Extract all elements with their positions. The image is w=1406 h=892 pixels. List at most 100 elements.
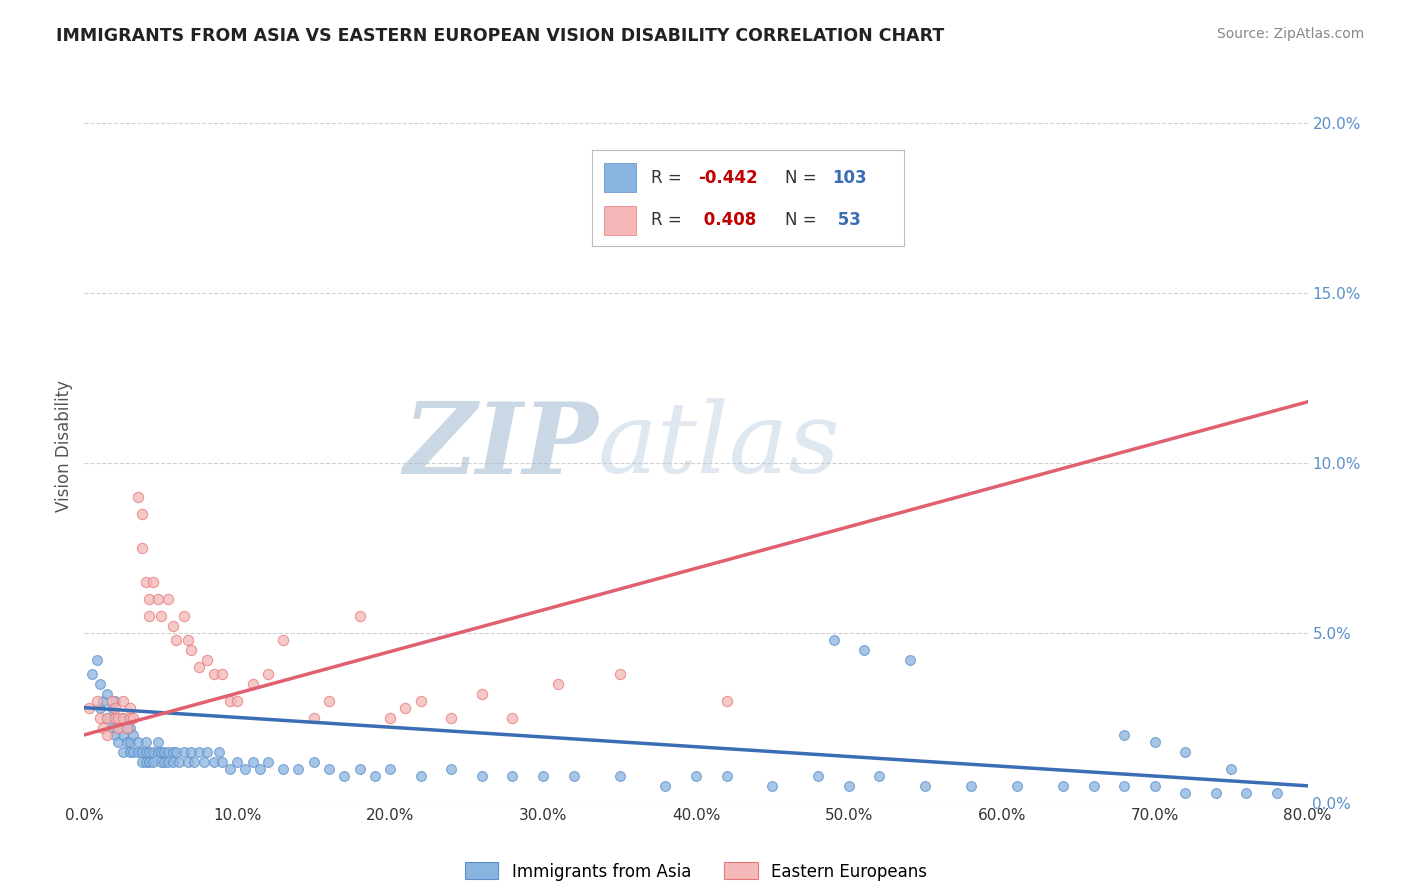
Point xyxy=(96,728,118,742)
Point xyxy=(502,769,524,783)
Point xyxy=(115,734,138,748)
Point xyxy=(89,711,111,725)
Point xyxy=(1234,786,1257,800)
Text: N =: N = xyxy=(786,211,823,229)
Point xyxy=(1143,734,1166,748)
Point xyxy=(547,677,569,691)
Point xyxy=(177,755,200,769)
Point xyxy=(115,721,138,735)
Text: R =: R = xyxy=(651,169,688,186)
Point xyxy=(127,745,149,759)
Text: 0.408: 0.408 xyxy=(697,211,756,229)
Point xyxy=(162,745,184,759)
Point xyxy=(153,745,176,759)
Point xyxy=(807,769,830,783)
Point xyxy=(111,694,134,708)
Point xyxy=(165,632,187,647)
Point xyxy=(120,711,142,725)
Point xyxy=(86,653,108,667)
Point xyxy=(180,643,202,657)
Point xyxy=(409,769,432,783)
Point xyxy=(761,779,783,793)
Point xyxy=(107,734,129,748)
Point xyxy=(111,728,134,742)
Point xyxy=(111,711,134,725)
Point xyxy=(823,632,845,647)
Point xyxy=(914,779,936,793)
Legend: Immigrants from Asia, Eastern Europeans: Immigrants from Asia, Eastern Europeans xyxy=(458,855,934,888)
Point xyxy=(101,694,124,708)
Point xyxy=(193,755,215,769)
Point xyxy=(104,700,127,714)
Point xyxy=(226,694,249,708)
Point xyxy=(80,666,103,681)
Point xyxy=(1205,786,1227,800)
Point xyxy=(716,694,738,708)
Bar xyxy=(605,206,636,235)
Point xyxy=(135,745,157,759)
Point xyxy=(138,591,160,606)
Point xyxy=(287,762,309,776)
Point xyxy=(242,677,264,691)
Point xyxy=(188,660,211,674)
Point xyxy=(157,745,180,759)
Text: IMMIGRANTS FROM ASIA VS EASTERN EUROPEAN VISION DISABILITY CORRELATION CHART: IMMIGRANTS FROM ASIA VS EASTERN EUROPEAN… xyxy=(56,27,945,45)
Point xyxy=(115,721,138,735)
Point xyxy=(135,574,157,589)
Point xyxy=(195,745,218,759)
Point xyxy=(96,687,118,701)
Point xyxy=(157,755,180,769)
Point xyxy=(142,755,165,769)
Point xyxy=(380,711,402,725)
Point xyxy=(131,745,153,759)
Point xyxy=(120,700,142,714)
Point xyxy=(853,643,876,657)
Point xyxy=(167,755,190,769)
Point xyxy=(89,677,111,691)
Point xyxy=(149,755,172,769)
Point xyxy=(135,755,157,769)
Point xyxy=(211,755,233,769)
Point xyxy=(249,762,271,776)
Point xyxy=(1114,779,1136,793)
Point xyxy=(131,541,153,555)
Point xyxy=(562,769,585,783)
Point xyxy=(716,769,738,783)
Point xyxy=(146,734,169,748)
Point xyxy=(471,769,494,783)
Point xyxy=(380,762,402,776)
Point xyxy=(89,700,111,714)
Point xyxy=(111,711,134,725)
Point xyxy=(77,700,100,714)
Point xyxy=(654,779,676,793)
Point xyxy=(173,745,195,759)
Point xyxy=(1114,728,1136,742)
Point xyxy=(226,755,249,769)
Point xyxy=(242,755,264,769)
Point xyxy=(869,769,891,783)
Point xyxy=(302,755,325,769)
Point xyxy=(333,769,356,783)
Point xyxy=(131,507,153,521)
Point xyxy=(122,745,145,759)
Point xyxy=(86,694,108,708)
Point xyxy=(104,711,127,725)
Point xyxy=(104,694,127,708)
Point xyxy=(138,608,160,623)
Point xyxy=(960,779,983,793)
Point xyxy=(531,769,554,783)
Point xyxy=(211,666,233,681)
Point xyxy=(96,711,118,725)
Point xyxy=(1052,779,1074,793)
Text: R =: R = xyxy=(651,211,688,229)
Point xyxy=(111,745,134,759)
Point xyxy=(271,762,294,776)
Point xyxy=(609,666,631,681)
Point xyxy=(318,694,340,708)
Point xyxy=(183,755,205,769)
Point xyxy=(257,666,280,681)
Point xyxy=(440,711,463,725)
Point xyxy=(609,769,631,783)
Point xyxy=(96,711,118,725)
Point xyxy=(91,721,114,735)
